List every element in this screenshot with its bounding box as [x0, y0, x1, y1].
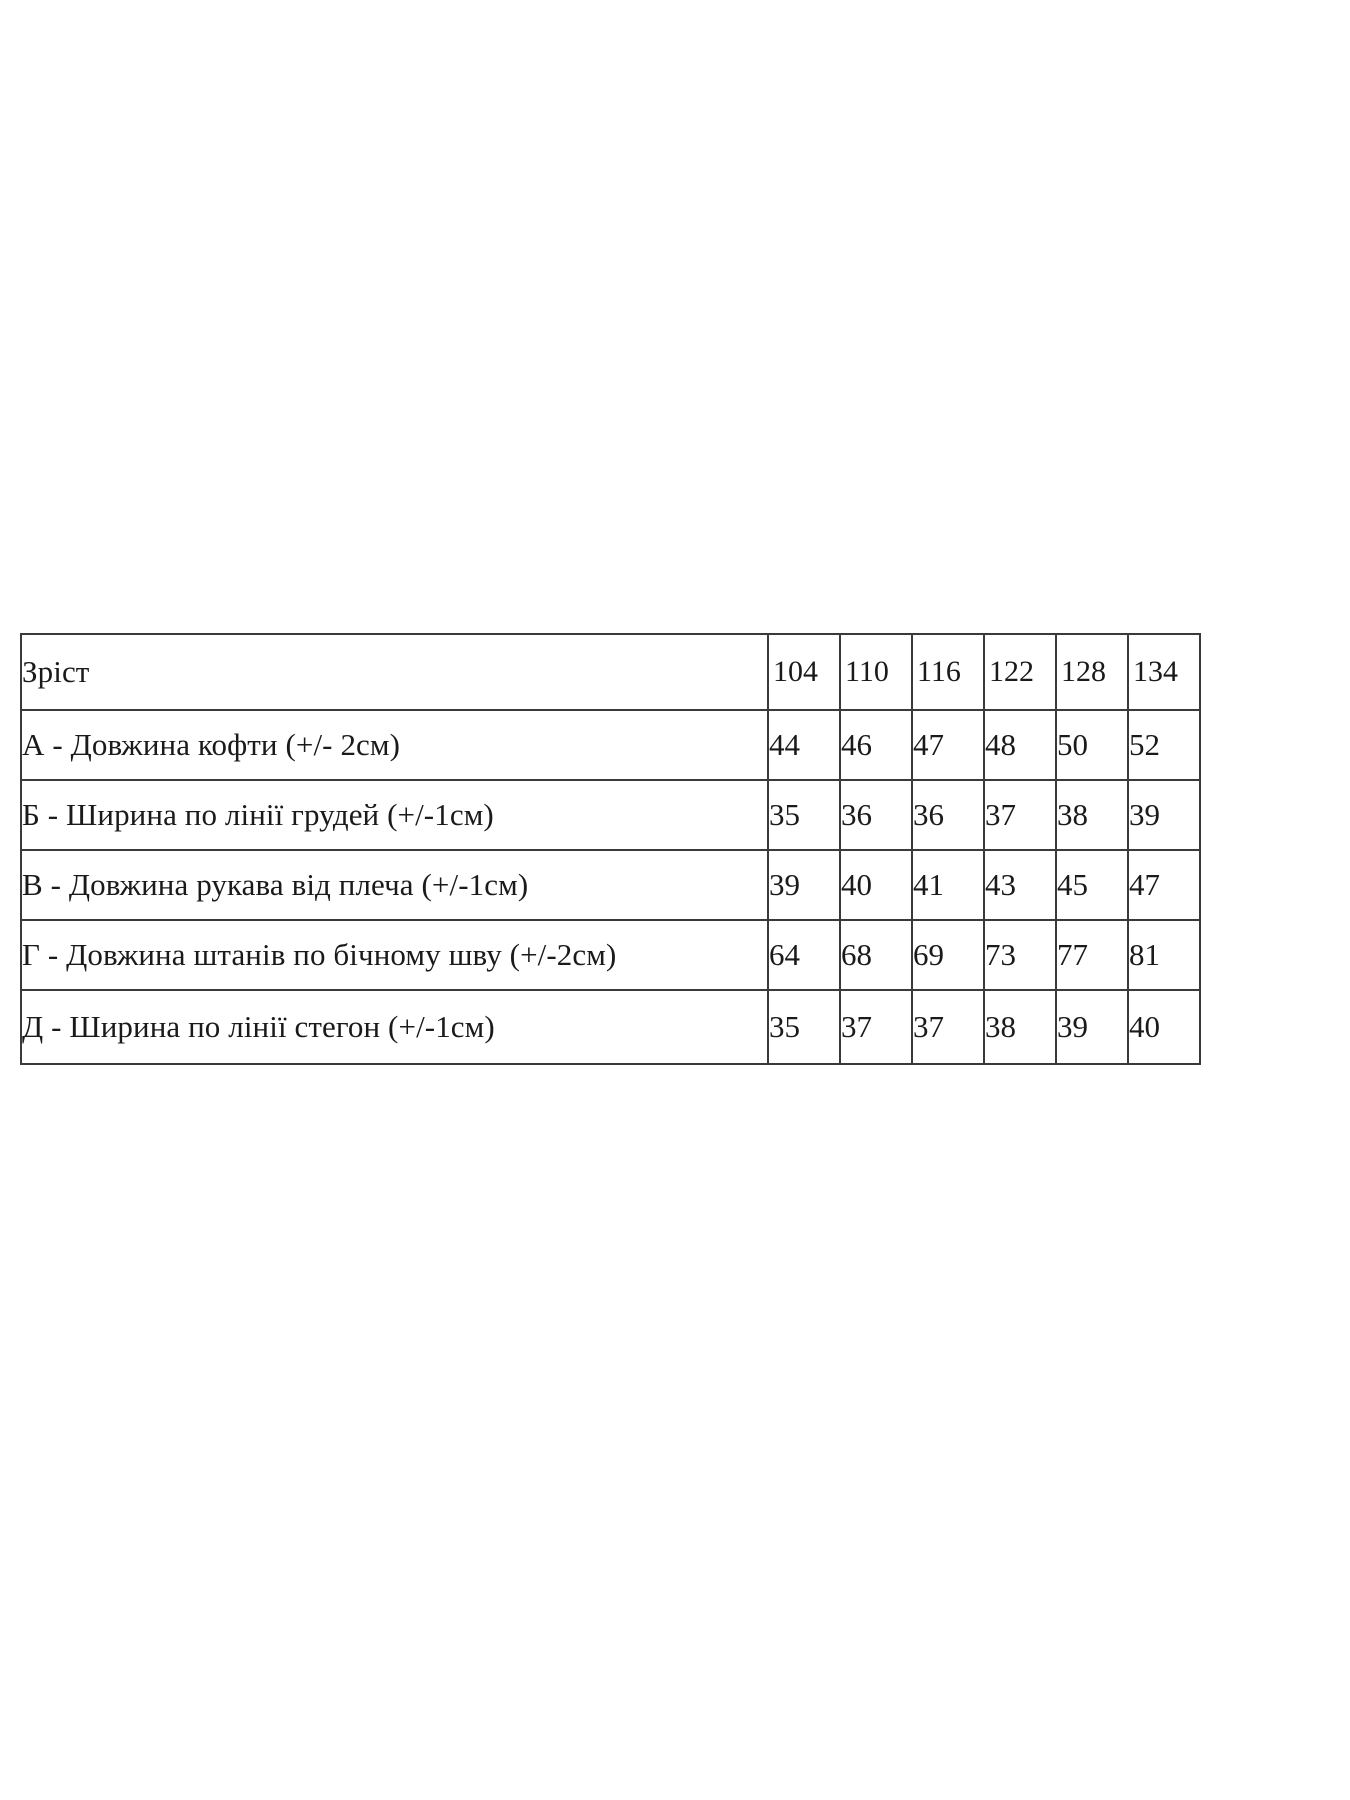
cell-g-110: 68	[839, 919, 913, 991]
size-chart-container: Зріст 104 110 116 122 128 134 А - Довжин…	[20, 633, 1201, 1065]
cell-b-128: 38	[1055, 779, 1129, 851]
cell-b-110: 36	[839, 779, 913, 851]
cell-v-104: 39	[767, 849, 841, 921]
header-size-104: 104	[767, 633, 841, 711]
header-size-110: 110	[839, 633, 913, 711]
cell-b-104: 35	[767, 779, 841, 851]
table-row: В - Довжина рукава від плеча (+/-1см) 39…	[20, 849, 1201, 921]
cell-a-128: 50	[1055, 709, 1129, 781]
header-size-122: 122	[983, 633, 1057, 711]
cell-d-134: 40	[1127, 989, 1201, 1065]
table-row: А - Довжина кофти (+/- 2см) 44 46 47 48 …	[20, 709, 1201, 781]
row-label-v: В - Довжина рукава від плеча (+/-1см)	[20, 849, 769, 921]
size-chart-table: Зріст 104 110 116 122 128 134 А - Довжин…	[20, 633, 1201, 1065]
cell-v-134: 47	[1127, 849, 1201, 921]
cell-a-104: 44	[767, 709, 841, 781]
row-label-a: А - Довжина кофти (+/- 2см)	[20, 709, 769, 781]
row-label-b: Б - Ширина по лінії грудей (+/-1см)	[20, 779, 769, 851]
cell-g-128: 77	[1055, 919, 1129, 991]
cell-b-122: 37	[983, 779, 1057, 851]
table-row: Г - Довжина штанів по бічному шву (+/-2с…	[20, 919, 1201, 991]
cell-v-116: 41	[911, 849, 985, 921]
cell-v-110: 40	[839, 849, 913, 921]
cell-a-110: 46	[839, 709, 913, 781]
cell-d-116: 37	[911, 989, 985, 1065]
cell-a-134: 52	[1127, 709, 1201, 781]
cell-a-116: 47	[911, 709, 985, 781]
cell-b-134: 39	[1127, 779, 1201, 851]
cell-b-116: 36	[911, 779, 985, 851]
cell-g-122: 73	[983, 919, 1057, 991]
row-label-g: Г - Довжина штанів по бічному шву (+/-2с…	[20, 919, 769, 991]
header-size-116: 116	[911, 633, 985, 711]
cell-d-104: 35	[767, 989, 841, 1065]
table-row: Б - Ширина по лінії грудей (+/-1см) 35 3…	[20, 779, 1201, 851]
header-label-height: Зріст	[20, 633, 769, 711]
cell-g-134: 81	[1127, 919, 1201, 991]
cell-v-122: 43	[983, 849, 1057, 921]
cell-d-110: 37	[839, 989, 913, 1065]
header-size-128: 128	[1055, 633, 1129, 711]
table-row: Д - Ширина по лінії стегон (+/-1см) 35 3…	[20, 989, 1201, 1065]
cell-v-128: 45	[1055, 849, 1129, 921]
header-size-134: 134	[1127, 633, 1201, 711]
cell-d-128: 39	[1055, 989, 1129, 1065]
row-label-d: Д - Ширина по лінії стегон (+/-1см)	[20, 989, 769, 1065]
cell-g-116: 69	[911, 919, 985, 991]
cell-g-104: 64	[767, 919, 841, 991]
cell-a-122: 48	[983, 709, 1057, 781]
cell-d-122: 38	[983, 989, 1057, 1065]
table-header-row: Зріст 104 110 116 122 128 134	[20, 633, 1201, 711]
